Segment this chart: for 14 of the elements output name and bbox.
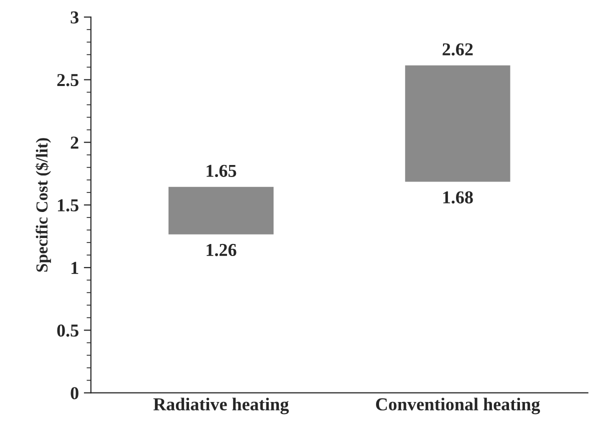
annotation: 2.62 [442, 43, 473, 56]
y-tick-label: 0 [70, 387, 78, 400]
y-axis-title: Specific Cost ($/lit) [35, 138, 51, 272]
y-tick-label: 2 [70, 136, 78, 149]
annotation: 1.26 [206, 244, 236, 256]
y-tick-label: 3 [70, 11, 78, 24]
x-tick-label: Radiative heating [153, 398, 289, 414]
y-tick-label: 0.5 [57, 324, 78, 337]
y-tick-label: 1.5 [58, 199, 78, 212]
y-tick-label: 1 [72, 262, 78, 274]
y-tick-label: 2.5 [57, 74, 78, 86]
x-tick-label: Conventional heating [376, 398, 540, 414]
annotation: 1.68 [443, 191, 473, 204]
annotation: 1.65 [206, 164, 236, 178]
